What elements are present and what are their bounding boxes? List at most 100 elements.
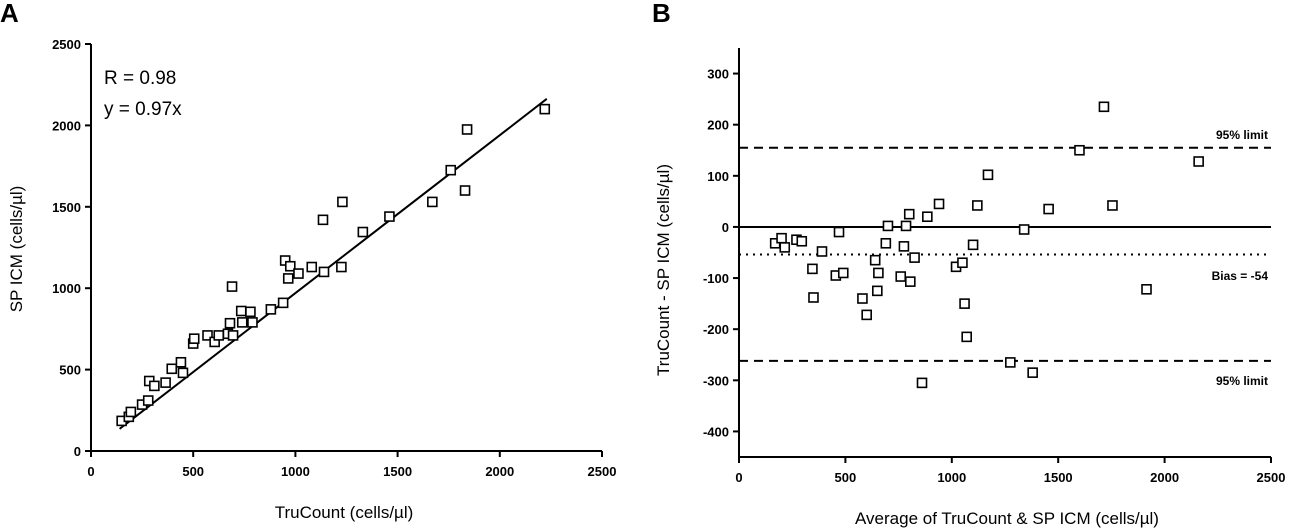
panel-a-scatter: A 0 500 1000 1500 2000 2500 0 500 1000 1500 2000 25… <box>0 0 616 522</box>
x-tick-label: 2000 <box>1150 470 1179 485</box>
data-point <box>961 331 972 343</box>
data-point <box>245 306 256 318</box>
panel-b-x-axis-title: Average of TruCount & SP ICM (cells/µl) <box>855 509 1159 528</box>
data-point <box>959 298 970 309</box>
data-point <box>247 317 258 328</box>
data-point <box>796 235 808 247</box>
data-point <box>916 377 928 389</box>
data-point <box>1074 144 1085 156</box>
data-point <box>903 208 915 220</box>
data-point <box>957 257 968 269</box>
x-tick-label: 2500 <box>1257 470 1286 485</box>
y-tick-label: 200 <box>707 118 729 133</box>
data-point <box>873 267 884 279</box>
data-point <box>857 293 868 304</box>
data-point <box>833 226 845 238</box>
data-point <box>166 363 178 375</box>
data-point <box>895 271 907 282</box>
data-point <box>1018 224 1030 235</box>
data-point <box>282 273 294 284</box>
data-point <box>213 330 225 341</box>
panel-a-ticks: 0 500 1000 1500 2000 2500 0 500 1000 1500 2000 2500 <box>52 37 616 479</box>
panel-a-x-axis-title: TruCount (cells/µl) <box>275 503 414 522</box>
data-point <box>236 317 248 328</box>
x-tick-label: 1000 <box>281 464 310 479</box>
panel-b-points <box>769 101 1204 389</box>
data-point <box>905 276 916 287</box>
data-point <box>175 356 187 368</box>
data-point <box>177 367 189 379</box>
correlation-annotation: R = 0.98 <box>104 68 176 89</box>
data-point <box>336 261 347 273</box>
x-tick-label: 1000 <box>937 470 966 485</box>
data-point <box>880 237 892 249</box>
data-point <box>202 330 213 341</box>
data-point <box>776 232 787 244</box>
data-point <box>837 267 849 279</box>
data-point <box>384 211 395 222</box>
y-tick-label: 500 <box>59 363 81 378</box>
panel-b-y-axis-title: TruCount - SP ICM (cells/µl) <box>654 164 673 376</box>
equation-annotation: y = 0.97x <box>104 99 182 120</box>
data-point <box>226 281 238 292</box>
x-tick-label: 1500 <box>1044 470 1073 485</box>
data-point <box>967 239 979 251</box>
panel-b-ticks: 0 500 1000 1500 2000 25003002001000-100-200-3… <box>703 67 1285 485</box>
panel-a-points <box>116 103 551 427</box>
data-point <box>235 305 247 317</box>
y-tick-label: 1500 <box>52 200 81 215</box>
data-point <box>265 304 277 315</box>
data-point <box>461 124 473 135</box>
data-point <box>872 285 883 297</box>
y-tick-label: 1000 <box>52 281 81 296</box>
data-point <box>149 380 160 392</box>
data-point <box>427 196 438 208</box>
data-point <box>1005 357 1016 368</box>
panel-b-reference-lines <box>739 146 1271 362</box>
data-point <box>779 242 791 253</box>
y-tick-label: -100 <box>703 271 729 286</box>
y-tick-label: 2500 <box>52 37 81 52</box>
data-point <box>898 241 910 252</box>
data-point <box>227 330 239 341</box>
y-tick-label: -300 <box>703 373 729 388</box>
data-point <box>1027 367 1038 378</box>
y-tick-label: -400 <box>703 424 729 439</box>
x-tick-label: 1500 <box>383 464 412 479</box>
data-point <box>808 292 819 303</box>
y-tick-label: 0 <box>722 220 729 235</box>
data-point <box>160 377 171 388</box>
panel-a-label: A <box>0 0 19 28</box>
panel-b-label: B <box>652 0 671 28</box>
x-tick-label: 500 <box>835 470 857 485</box>
y-tick-label: -200 <box>703 322 729 337</box>
data-point <box>909 252 920 263</box>
data-point <box>900 220 912 232</box>
data-point <box>277 297 289 309</box>
lower-limit-label: 95% limit <box>1216 374 1268 388</box>
x-tick-label: 500 <box>182 464 204 479</box>
data-point <box>445 164 457 176</box>
y-tick-label: 100 <box>707 169 729 184</box>
y-tick-label: 300 <box>707 67 729 82</box>
data-point <box>125 406 137 418</box>
panel-a-axes <box>90 44 602 452</box>
data-point <box>861 309 872 321</box>
x-tick-label: 0 <box>735 470 742 485</box>
x-tick-label: 0 <box>87 464 94 479</box>
x-tick-label: 2000 <box>485 464 514 479</box>
data-point <box>357 226 369 238</box>
data-point <box>807 263 818 275</box>
regression-line <box>119 98 548 430</box>
data-point <box>972 200 983 211</box>
data-point <box>982 169 994 181</box>
data-point <box>188 333 200 344</box>
data-point <box>869 254 881 266</box>
y-tick-label: 0 <box>74 444 81 459</box>
data-point <box>306 261 318 273</box>
data-point <box>317 214 329 226</box>
data-point <box>1043 203 1054 215</box>
data-point <box>284 260 296 272</box>
data-point <box>1098 101 1110 113</box>
